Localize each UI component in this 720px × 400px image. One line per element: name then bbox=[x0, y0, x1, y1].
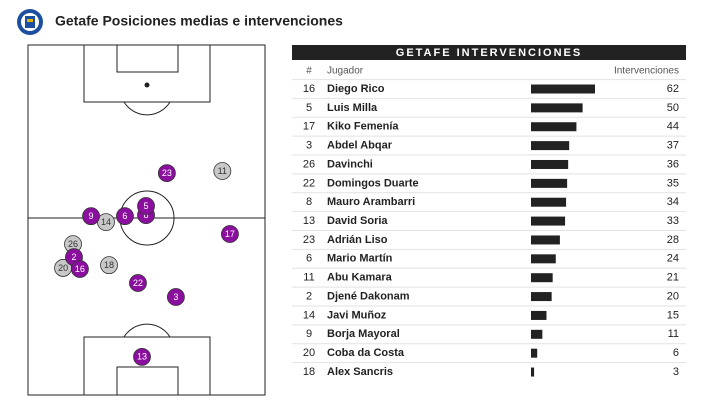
player-number: 16 bbox=[75, 264, 85, 274]
page-title: Getafe Posiciones medias e intervencione… bbox=[55, 13, 343, 29]
player-number: 23 bbox=[303, 234, 315, 246]
player-number: 26 bbox=[68, 239, 78, 249]
player-marker bbox=[133, 347, 151, 366]
player-number: 16 bbox=[303, 83, 315, 95]
player-number: 26 bbox=[303, 158, 315, 170]
player-marker bbox=[116, 207, 134, 226]
player-marker bbox=[82, 207, 100, 226]
player-number: 5 bbox=[144, 201, 149, 211]
player-number: 14 bbox=[303, 309, 315, 321]
player-name: Kiko Femenía bbox=[327, 121, 399, 133]
bar bbox=[531, 273, 553, 283]
player-marker bbox=[71, 260, 89, 278]
player-name: Abdel Abqar bbox=[327, 140, 393, 152]
value-label: 33 bbox=[667, 215, 679, 227]
column-header: Intervenciones bbox=[614, 66, 679, 77]
player-marker bbox=[137, 197, 155, 215]
player-name: Coba da Costa bbox=[327, 347, 405, 359]
value-label: 37 bbox=[667, 140, 679, 152]
value-label: 11 bbox=[668, 328, 679, 340]
player-number: 14 bbox=[101, 217, 111, 227]
player-number: 13 bbox=[303, 215, 315, 227]
player-number: 6 bbox=[122, 211, 127, 221]
player-name: Javi Muñoz bbox=[327, 309, 387, 321]
bar bbox=[531, 329, 543, 339]
player-number: 22 bbox=[303, 177, 315, 189]
table-title: GETAFE INTERVENCIONES bbox=[396, 47, 582, 59]
player-number: 13 bbox=[137, 352, 147, 362]
player-marker bbox=[213, 162, 232, 180]
player-number: 17 bbox=[303, 121, 315, 133]
bar bbox=[531, 84, 595, 94]
crest bbox=[17, 9, 43, 35]
player-number: 18 bbox=[303, 366, 315, 378]
bar bbox=[531, 141, 570, 151]
value-label: 21 bbox=[667, 272, 679, 284]
player-marker bbox=[166, 288, 185, 306]
value-label: 36 bbox=[667, 158, 679, 170]
bar bbox=[531, 159, 569, 169]
value-label: 24 bbox=[667, 253, 679, 265]
bar bbox=[531, 367, 535, 377]
value-label: 3 bbox=[673, 366, 679, 378]
player-number: 22 bbox=[133, 278, 143, 288]
player-number: 2 bbox=[306, 290, 312, 302]
player-name: Diego Rico bbox=[327, 83, 385, 95]
column-header: Jugador bbox=[327, 66, 364, 77]
player-name: Djené Dakonam bbox=[327, 290, 410, 302]
player-name: Abu Kamara bbox=[327, 272, 393, 284]
value-label: 15 bbox=[667, 309, 679, 321]
player-number: 5 bbox=[306, 102, 312, 114]
player-number: 20 bbox=[303, 347, 315, 359]
player-number: 3 bbox=[306, 140, 312, 152]
player-number: 9 bbox=[89, 211, 94, 221]
player-number: 23 bbox=[162, 168, 172, 178]
player-number: 9 bbox=[306, 328, 312, 340]
bar bbox=[531, 103, 583, 113]
player-number: 8 bbox=[144, 210, 149, 220]
player-name: Mario Martín bbox=[327, 253, 393, 265]
player-number: 11 bbox=[303, 272, 314, 284]
value-label: 28 bbox=[667, 234, 679, 246]
player-number: 8 bbox=[306, 196, 312, 208]
table-header bbox=[292, 45, 686, 60]
player-number: 17 bbox=[225, 229, 235, 239]
bar bbox=[531, 310, 547, 320]
bar bbox=[531, 216, 566, 226]
bar bbox=[531, 197, 567, 207]
bar bbox=[531, 348, 538, 358]
player-name: Davinchi bbox=[327, 158, 373, 170]
bar bbox=[531, 178, 568, 188]
player-number: 20 bbox=[58, 263, 68, 273]
player-marker bbox=[157, 164, 176, 183]
player-name: Adrián Liso bbox=[327, 234, 388, 246]
bar bbox=[531, 292, 552, 302]
value-label: 50 bbox=[667, 102, 679, 114]
bar bbox=[531, 254, 556, 264]
player-number: 6 bbox=[306, 253, 312, 265]
player-name: Domingos Duarte bbox=[327, 177, 419, 189]
value-label: 44 bbox=[667, 121, 679, 133]
bar bbox=[531, 235, 560, 245]
player-number: 3 bbox=[173, 292, 178, 302]
player-name: Borja Mayoral bbox=[327, 328, 400, 340]
value-label: 34 bbox=[667, 196, 679, 208]
player-name: Alex Sancris bbox=[327, 366, 393, 378]
value-label: 62 bbox=[667, 83, 679, 95]
bar bbox=[531, 122, 577, 132]
player-marker bbox=[129, 274, 147, 292]
player-marker bbox=[100, 256, 118, 275]
player-number: 2 bbox=[71, 252, 76, 262]
player-number: 18 bbox=[104, 260, 114, 270]
player-name: David Soria bbox=[327, 215, 388, 227]
value-label: 35 bbox=[667, 177, 679, 189]
player-name: Mauro Arambarri bbox=[327, 196, 415, 208]
value-label: 20 bbox=[667, 290, 679, 302]
column-header: # bbox=[306, 66, 312, 77]
player-number: 11 bbox=[218, 166, 227, 176]
value-label: 6 bbox=[673, 347, 679, 359]
player-name: Luis Milla bbox=[327, 102, 378, 114]
player-marker bbox=[221, 225, 239, 243]
